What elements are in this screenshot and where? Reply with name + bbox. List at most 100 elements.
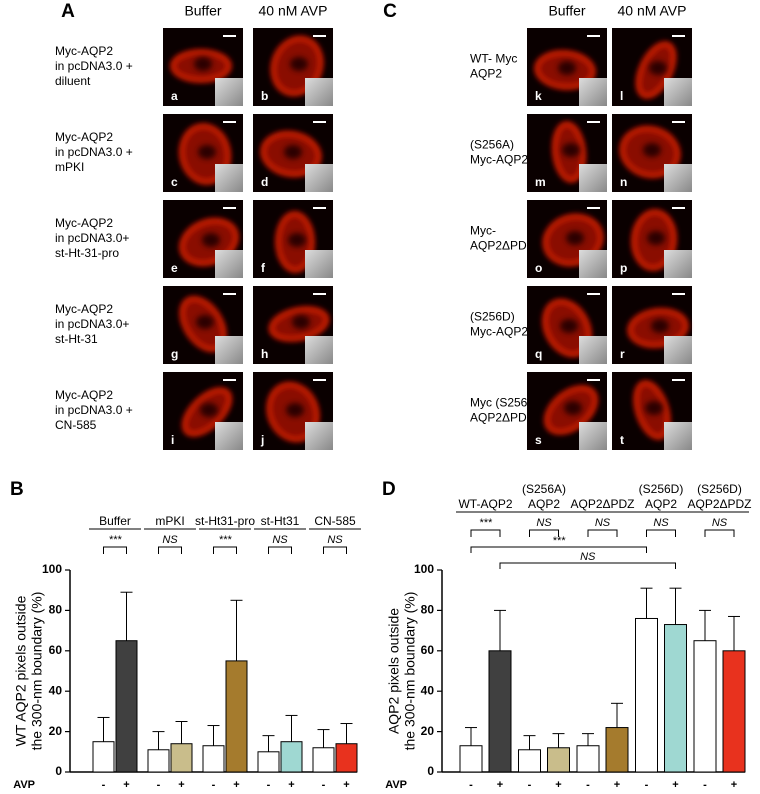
- row-label: in pcDNA3.0 +: [55, 145, 133, 159]
- micrograph: h: [253, 286, 333, 364]
- group-label: AQP2: [645, 497, 677, 511]
- group-label: CN-585: [314, 514, 356, 528]
- row-label: st-Ht-31-pro: [55, 246, 119, 260]
- row-label: Myc-AQP2: [55, 302, 113, 316]
- cell-nucleus: [647, 231, 665, 245]
- significance-bracket: [103, 546, 127, 554]
- bar: [547, 747, 570, 773]
- dic-inset: [579, 250, 607, 278]
- significance-bracket: [158, 546, 182, 554]
- bar: [664, 624, 687, 773]
- bar: [147, 749, 170, 773]
- y-tick-label: 20: [49, 724, 63, 738]
- cell-membrane: [632, 210, 676, 270]
- x-tick-label: -: [102, 779, 106, 791]
- row-label: Myc-: [470, 224, 496, 238]
- significance-bracket: [213, 546, 237, 554]
- micrograph: f: [253, 200, 333, 278]
- x-tick-label: -: [469, 779, 473, 791]
- row-label: Myc (S256D): [470, 396, 540, 410]
- cell-nucleus: [564, 401, 582, 415]
- micrograph: p: [612, 200, 692, 278]
- panel-tag: s: [535, 433, 542, 447]
- bar: [92, 741, 115, 773]
- micrograph: q: [527, 286, 607, 364]
- panel-tag: h: [261, 347, 268, 361]
- cell-membrane: [271, 37, 323, 95]
- bar: [115, 640, 138, 773]
- row-label: in pcDNA3.0+: [55, 231, 129, 245]
- dic-inset: [215, 336, 243, 364]
- panel-letter: C: [383, 1, 397, 22]
- panel-tag: l: [620, 89, 623, 103]
- x-tick-label: -: [703, 779, 707, 791]
- dic-inset: [305, 164, 333, 192]
- row-label: in pcDNA3.0 +: [55, 403, 133, 417]
- row-label: mPKI: [55, 160, 84, 174]
- cell-nucleus: [288, 233, 306, 247]
- micrograph: d: [253, 114, 333, 192]
- panel-letter: A: [61, 1, 75, 22]
- significance-bracket: [646, 529, 676, 537]
- cell-membrane: [634, 381, 670, 439]
- dic-inset: [664, 250, 692, 278]
- panel-letter: D: [382, 479, 396, 500]
- dic-inset: [664, 78, 692, 106]
- panel-tag: c: [171, 175, 178, 189]
- cell-membrane: [269, 307, 329, 341]
- panel-letter: B: [10, 479, 24, 500]
- cell-nucleus: [196, 315, 214, 329]
- panel-tag: d: [261, 175, 268, 189]
- cell-membrane: [171, 50, 231, 82]
- column-header: 40 nM AVP: [617, 3, 686, 19]
- micrograph: i: [163, 372, 243, 450]
- y-tick-label: 40: [421, 683, 435, 697]
- row-label: WT- Myc: [470, 52, 517, 66]
- dic-inset: [215, 78, 243, 106]
- micrograph: m: [527, 114, 607, 192]
- dic-inset: [305, 78, 333, 106]
- significance: NS: [595, 517, 611, 529]
- group-label: st-Ht31-pro: [195, 514, 255, 528]
- micrograph: l: [612, 28, 692, 106]
- x-tick-label: +: [343, 779, 349, 791]
- cell-nucleus: [558, 61, 576, 75]
- bar: [488, 650, 512, 773]
- row-label: diluent: [55, 74, 91, 88]
- x-tick-label: -: [212, 779, 216, 791]
- row-label: Myc-AQP2: [55, 216, 113, 230]
- panel-tag: t: [620, 433, 624, 447]
- bar: [257, 751, 280, 773]
- dic-inset: [305, 422, 333, 450]
- significance: NS: [653, 517, 669, 529]
- dic-inset: [579, 336, 607, 364]
- x-tick-label: +: [731, 779, 737, 791]
- x-tick-label: +: [123, 779, 129, 791]
- cell-nucleus: [286, 403, 304, 417]
- y-tick-label: 60: [49, 643, 63, 657]
- group-label: (S256D): [639, 482, 684, 496]
- cell-membrane: [628, 309, 688, 347]
- y-tick-label: 80: [421, 603, 435, 617]
- column-header: 40 nM AVP: [258, 3, 327, 19]
- x-tick-label: +: [614, 779, 620, 791]
- panel-tag: o: [535, 261, 542, 275]
- dic-inset: [215, 422, 243, 450]
- cell-nucleus: [284, 145, 302, 159]
- cell-nucleus: [194, 57, 212, 71]
- panel-tag: k: [535, 89, 542, 103]
- group-label: st-Ht31: [261, 514, 300, 528]
- x-tick-label: +: [233, 779, 239, 791]
- x-tick-label: +: [497, 779, 503, 791]
- x-tick-label: -: [586, 779, 590, 791]
- cell-membrane: [535, 51, 595, 89]
- x-tick-label: -: [528, 779, 532, 791]
- micrograph: s: [527, 372, 607, 450]
- y-tick-label: 0: [55, 764, 62, 778]
- micrograph: j: [253, 372, 333, 450]
- cell-membrane: [636, 42, 676, 98]
- x-tick-label: +: [672, 779, 678, 791]
- cell-nucleus: [560, 319, 578, 333]
- cell-nucleus: [649, 61, 667, 75]
- row-label: Myc-AQP2: [55, 388, 113, 402]
